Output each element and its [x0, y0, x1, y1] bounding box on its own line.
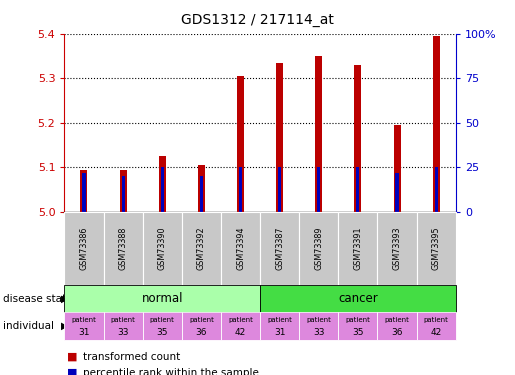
Text: ▶: ▶: [61, 294, 69, 303]
Text: 36: 36: [391, 328, 403, 337]
Text: patient: patient: [267, 317, 292, 323]
Text: GSM73387: GSM73387: [275, 226, 284, 270]
Text: patient: patient: [150, 317, 175, 323]
Text: GSM73395: GSM73395: [432, 226, 441, 270]
Text: transformed count: transformed count: [83, 352, 181, 362]
Text: patient: patient: [111, 317, 135, 323]
Text: normal: normal: [142, 292, 183, 305]
Text: 33: 33: [117, 328, 129, 337]
Bar: [356, 167, 359, 212]
Text: 31: 31: [274, 328, 285, 337]
Text: 42: 42: [431, 328, 442, 337]
Bar: [161, 167, 164, 212]
Bar: [237, 76, 244, 212]
Text: GSM73391: GSM73391: [353, 226, 363, 270]
Bar: [317, 167, 320, 212]
Text: patient: patient: [306, 317, 331, 323]
Text: patient: patient: [385, 317, 409, 323]
Text: patient: patient: [346, 317, 370, 323]
Text: patient: patient: [189, 317, 214, 323]
Bar: [119, 170, 127, 212]
Text: GSM73394: GSM73394: [236, 226, 245, 270]
Bar: [200, 176, 203, 212]
Text: 36: 36: [196, 328, 207, 337]
Text: 31: 31: [78, 328, 90, 337]
Bar: [315, 56, 322, 212]
Text: GSM73388: GSM73388: [118, 227, 128, 270]
Text: ■: ■: [67, 368, 77, 375]
Text: 35: 35: [352, 328, 364, 337]
Text: patient: patient: [72, 317, 96, 323]
Text: individual: individual: [3, 321, 54, 331]
Bar: [159, 156, 166, 212]
Text: GSM73390: GSM73390: [158, 226, 167, 270]
Bar: [435, 167, 438, 212]
Text: patient: patient: [424, 317, 449, 323]
Bar: [82, 172, 85, 212]
Text: ▶: ▶: [61, 321, 69, 331]
Bar: [80, 170, 88, 212]
Bar: [393, 125, 401, 212]
Text: GSM73389: GSM73389: [314, 226, 323, 270]
Bar: [354, 65, 362, 212]
Text: GSM73393: GSM73393: [392, 226, 402, 270]
Text: GSM73386: GSM73386: [79, 227, 89, 270]
Bar: [278, 167, 281, 212]
Text: 33: 33: [313, 328, 324, 337]
Text: cancer: cancer: [338, 292, 378, 305]
Bar: [122, 176, 125, 212]
Bar: [239, 167, 242, 212]
Text: 35: 35: [157, 328, 168, 337]
Bar: [276, 63, 283, 212]
Text: disease state: disease state: [3, 294, 72, 303]
Text: ■: ■: [67, 352, 77, 362]
Bar: [433, 36, 440, 212]
Bar: [198, 165, 205, 212]
Bar: [396, 172, 399, 212]
Text: 42: 42: [235, 328, 246, 337]
Text: GDS1312 / 217114_at: GDS1312 / 217114_at: [181, 13, 334, 27]
Text: patient: patient: [228, 317, 253, 323]
Text: percentile rank within the sample: percentile rank within the sample: [83, 368, 260, 375]
Text: GSM73392: GSM73392: [197, 226, 206, 270]
